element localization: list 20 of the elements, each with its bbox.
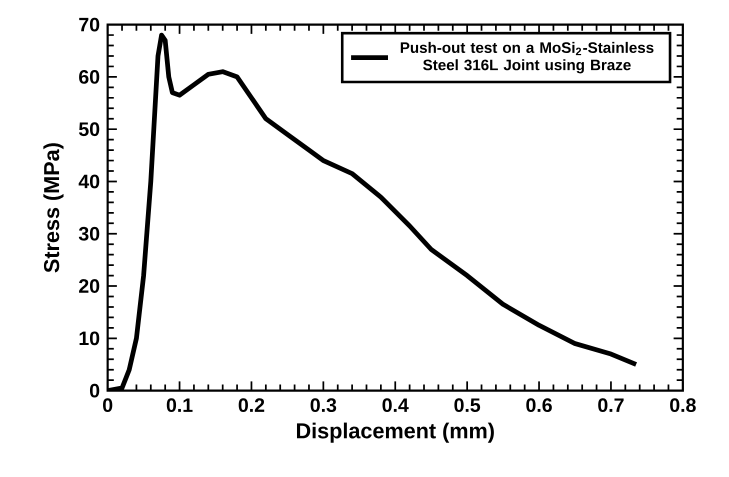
x-tick-label: 0.1 (166, 398, 193, 412)
y-tick-label: 40 (78, 174, 100, 188)
x-tick-label: 0.5 (454, 398, 480, 412)
x-tick-label: 0.4 (382, 398, 409, 412)
x-tick-label: 0.7 (598, 398, 624, 412)
y-tick-label: 10 (80, 332, 100, 346)
y-tick-label: 20 (79, 279, 100, 294)
y-axis-title: Stress (MPa) (43, 143, 64, 273)
y-tick-label: 60 (79, 70, 100, 84)
y-tick-label: 70 (79, 18, 100, 32)
x-tick-label: 0.2 (238, 398, 264, 412)
y-tick-label: 30 (78, 226, 100, 241)
x-axis-title: Displacement (mm) (296, 422, 494, 443)
x-tick-label: 0.8 (670, 398, 696, 412)
x-tick-label: 0.3 (310, 398, 336, 412)
x-tick-label: 0 (103, 398, 112, 412)
y-tick-label: 50 (78, 122, 100, 136)
legend-label: Push-out test on a MoSi$_{2}$-Stainless Steel 316L Joint using Braze (400, 42, 654, 74)
y-tick-label: 0 (90, 384, 100, 398)
x-tick-label: 0.6 (526, 398, 552, 412)
